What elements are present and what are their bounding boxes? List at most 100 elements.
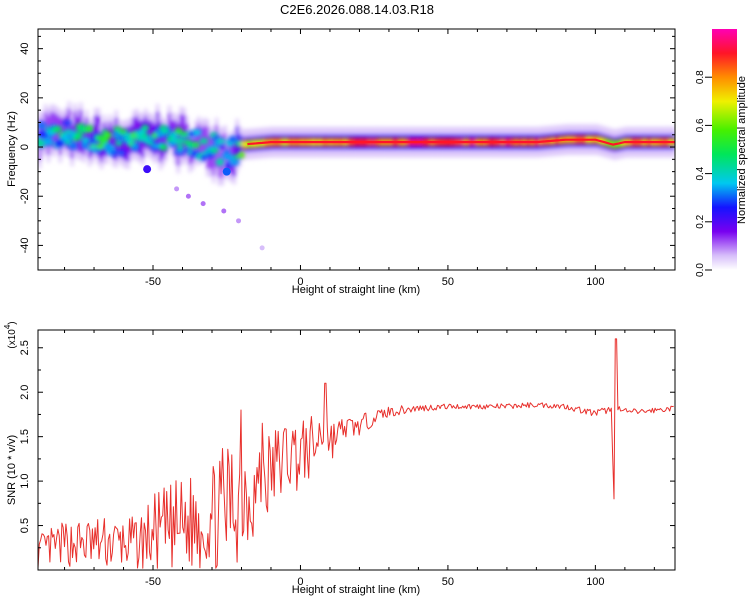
snr-x-tick-label: 0 xyxy=(297,576,303,588)
spectrogram-frame xyxy=(37,28,676,271)
spectrogram-axes: -50 0 50 100 -40 -20 0 20 40 xyxy=(19,29,675,288)
heatmap-cell xyxy=(174,148,185,155)
heatmap-cell xyxy=(223,149,231,156)
heatmap-cell xyxy=(197,123,201,159)
colorbar-tick-label: 0.4 xyxy=(695,166,706,180)
heatmap-cell xyxy=(131,143,140,151)
heatmap-spot xyxy=(200,201,206,207)
heatmap-cell xyxy=(161,127,170,135)
heatmap-cell xyxy=(38,139,46,148)
snr-x-tick-label: 50 xyxy=(442,576,454,588)
spectrogram-y-tick-label: 40 xyxy=(19,43,31,55)
heatmap-cell xyxy=(193,129,202,136)
heatmap-cell xyxy=(61,118,65,145)
heatmap-cell xyxy=(123,127,127,161)
heatmap-cell xyxy=(117,149,126,156)
heatmap-cell xyxy=(230,160,239,166)
snr-panel: -50 0 50 100 0.5 1.0 1.5 2.0 2.5 Height of strai… xyxy=(3,321,676,596)
snr-frame xyxy=(37,329,676,571)
heatmap-cell xyxy=(61,133,69,141)
heatmap-cell xyxy=(218,143,226,150)
heatmap-cell xyxy=(215,158,224,166)
snr-y-tick-label: 1.5 xyxy=(19,429,31,444)
heatmap-spot xyxy=(174,186,180,192)
snr-series-line xyxy=(38,338,674,569)
snr-x-axis-label: Height of straight line (km) xyxy=(292,584,420,596)
heatmap-cell xyxy=(147,120,151,150)
colorbar-tick-label: 0.2 xyxy=(695,214,706,228)
colorbar-tick-label: 0.8 xyxy=(695,70,706,84)
heatmap-cell xyxy=(161,125,166,159)
heatmap-cell xyxy=(99,136,109,145)
heatmap-cell xyxy=(167,112,172,142)
colorbar-tick-label: 0.0 xyxy=(695,263,706,277)
heatmap-cell xyxy=(159,143,168,151)
spectrogram-y-tick-label: 20 xyxy=(19,92,31,104)
spectrogram-x-tick-label: 100 xyxy=(586,276,604,288)
figure-title: C2E6.2026.088.14.03.R18 xyxy=(280,2,434,17)
snr-x-tick-label: 100 xyxy=(586,576,604,588)
svg-text:(x104): (x104) xyxy=(3,321,18,348)
heatmap-cell xyxy=(88,138,98,145)
heatmap-cell xyxy=(109,148,118,157)
colorbar-ticks: 0.0 0.2 0.4 0.6 0.8 xyxy=(695,70,712,277)
heatmap-cell xyxy=(95,143,105,150)
snr-axes: -50 0 50 100 0.5 1.0 1.5 2.0 2.5 xyxy=(19,330,675,588)
snr-y-scale-label: (x104) xyxy=(3,321,18,348)
heatmap-cell xyxy=(70,123,74,159)
colorbar-label: Normalized spectral amplitude xyxy=(736,76,748,224)
colorbar: 0.0 0.2 0.4 0.6 0.8 Normalized spectral ampl… xyxy=(695,29,748,277)
spectrogram-panel: -50 0 50 100 -40 -20 0 20 40 Height of straight … xyxy=(6,28,676,296)
heatmap-cell xyxy=(68,142,78,150)
snr-y-tick-label: 1.0 xyxy=(19,473,31,488)
heatmap-cell xyxy=(74,131,83,139)
heatmap-cell xyxy=(185,123,189,154)
heatmap-cell xyxy=(117,134,124,143)
heatmap-cell xyxy=(141,132,149,139)
heatmap-cell xyxy=(73,110,77,150)
spectrogram-x-axis-label: Height of straight line (km) xyxy=(292,284,420,296)
heatmap-cell xyxy=(199,137,209,145)
colorbar-gradient xyxy=(712,29,737,270)
heatmap-cell xyxy=(43,111,48,147)
heatmap-cell xyxy=(241,140,245,149)
spectrogram-ridge xyxy=(247,138,675,146)
heatmap-cell xyxy=(111,127,115,159)
spectrogram-x-tick-label: -50 xyxy=(145,276,161,288)
heatmap-cell xyxy=(150,143,158,150)
spectrogram-x-tick-label: 50 xyxy=(442,276,454,288)
heatmap-cell xyxy=(176,123,180,166)
heatmap-cell xyxy=(38,121,47,130)
heatmap-cell xyxy=(88,128,92,160)
heatmap-cell xyxy=(67,108,71,150)
heatmap-cell xyxy=(55,126,63,132)
heatmap-cell xyxy=(43,137,54,146)
heatmap-cell xyxy=(244,140,248,149)
heatmap-cell xyxy=(84,125,94,133)
spectrogram-heatmap xyxy=(38,101,675,251)
heatmap-cell xyxy=(104,131,112,139)
heatmap-cell xyxy=(158,121,163,163)
heatmap-cell xyxy=(179,131,190,137)
heatmap-cell xyxy=(226,154,235,161)
heatmap-cell xyxy=(217,135,222,179)
snr-y-axis-label: SNR (10 * v/v) xyxy=(6,435,18,505)
heatmap-cell xyxy=(238,151,245,159)
heatmap-cell xyxy=(164,127,169,154)
heatmap-cell xyxy=(81,141,88,149)
heatmap-cell xyxy=(225,161,233,170)
heatmap-cell xyxy=(228,136,238,144)
heatmap-cell xyxy=(174,137,185,145)
heatmap-spot xyxy=(222,167,231,176)
spectrogram-y-tick-label: 0 xyxy=(19,144,31,150)
spectrogram-x-tick-label: 0 xyxy=(297,276,303,288)
snr-y-tick-label: 0.5 xyxy=(19,518,31,533)
spectrogram-y-axis-label: Frequency (Hz) xyxy=(6,111,18,187)
heatmap-spot xyxy=(221,208,227,214)
heatmap-spot xyxy=(185,193,191,199)
heatmap-cell xyxy=(174,127,183,135)
colorbar-tick-label: 0.6 xyxy=(695,118,706,132)
heatmap-spot xyxy=(143,165,152,174)
heatmap-cell xyxy=(191,137,195,163)
heatmap-spot xyxy=(236,218,242,224)
